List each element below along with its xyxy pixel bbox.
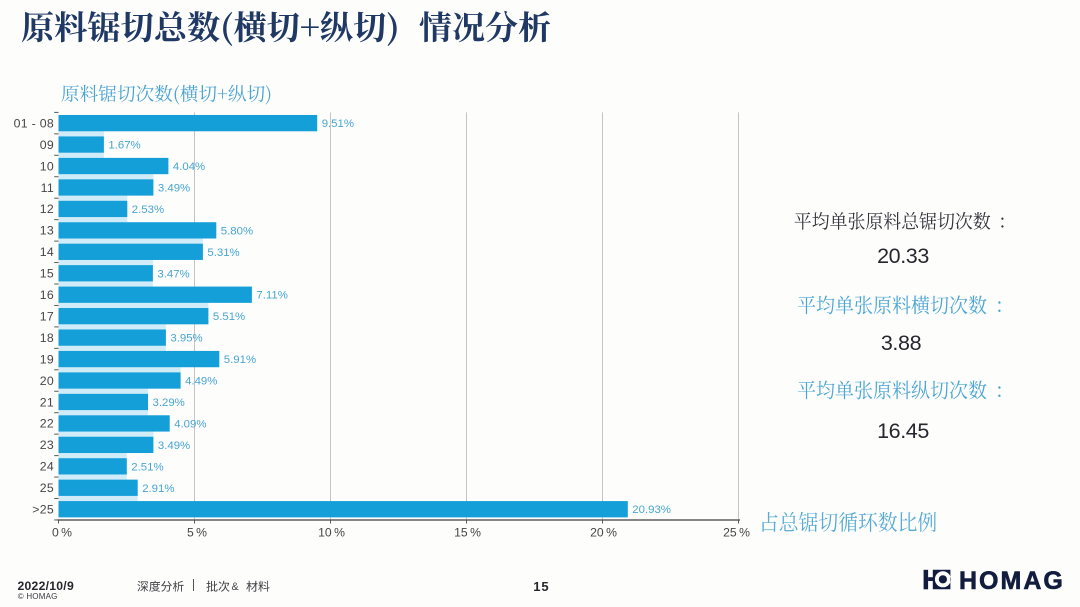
svg-text:01 - 08: 01 - 08 — [14, 116, 54, 130]
svg-text:5.51%: 5.51% — [213, 311, 245, 323]
svg-text:19: 19 — [40, 352, 54, 366]
svg-text:11: 11 — [41, 181, 54, 195]
svg-text:0 %: 0 % — [52, 525, 72, 539]
svg-text:24: 24 — [40, 460, 54, 474]
svg-text:9.51%: 9.51% — [322, 118, 354, 130]
svg-text:20.93%: 20.93% — [632, 504, 671, 516]
svg-text:12: 12 — [40, 202, 54, 216]
svg-text:2.91%: 2.91% — [142, 483, 174, 495]
svg-text:5 %: 5 % — [187, 525, 207, 539]
svg-text:5.80%: 5.80% — [221, 225, 253, 237]
svg-text:3.49%: 3.49% — [158, 182, 190, 194]
svg-text:13: 13 — [40, 224, 54, 238]
svg-text:25 %: 25 % — [723, 525, 750, 539]
svg-text:25: 25 — [40, 481, 54, 495]
svg-text:>25: >25 — [32, 503, 54, 517]
svg-text:5.91%: 5.91% — [224, 354, 256, 366]
svg-text:3.29%: 3.29% — [153, 397, 185, 409]
svg-text:10: 10 — [40, 159, 54, 173]
svg-text:21: 21 — [40, 395, 54, 409]
svg-text:4.09%: 4.09% — [174, 418, 206, 430]
svg-text:3.47%: 3.47% — [157, 268, 189, 280]
svg-text:14: 14 — [40, 245, 54, 259]
svg-text:2.51%: 2.51% — [131, 461, 163, 473]
svg-text:16: 16 — [40, 288, 54, 302]
svg-text:4.04%: 4.04% — [173, 161, 205, 173]
svg-text:20: 20 — [40, 374, 54, 388]
svg-text:7.11%: 7.11% — [256, 290, 287, 302]
svg-text:3.95%: 3.95% — [170, 333, 202, 345]
svg-text:17: 17 — [40, 309, 54, 323]
svg-text:09: 09 — [40, 138, 54, 152]
svg-text:10 %: 10 % — [318, 525, 345, 539]
svg-text:23: 23 — [40, 438, 54, 452]
svg-text:15 %: 15 % — [454, 525, 481, 539]
svg-text:2.53%: 2.53% — [132, 204, 164, 216]
svg-text:18: 18 — [40, 331, 54, 345]
svg-text:1.67%: 1.67% — [108, 140, 140, 152]
svg-text:3.49%: 3.49% — [158, 440, 190, 452]
svg-text:22: 22 — [40, 417, 54, 431]
svg-text:20 %: 20 % — [590, 525, 617, 539]
svg-text:15: 15 — [40, 267, 54, 281]
svg-text:5.31%: 5.31% — [207, 247, 239, 259]
svg-text:4.49%: 4.49% — [185, 376, 217, 388]
